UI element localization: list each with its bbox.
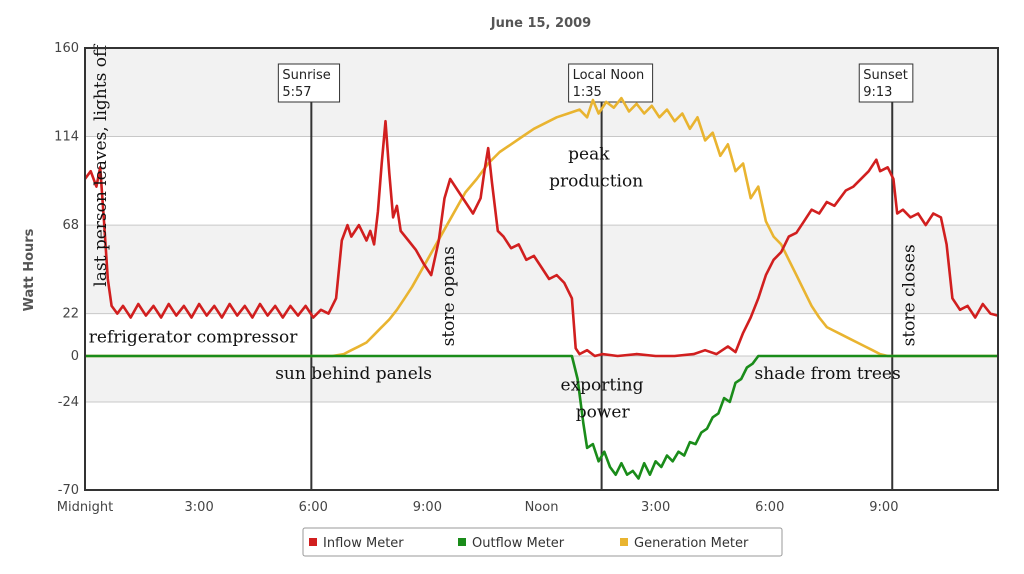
legend-box — [302, 527, 783, 557]
annotations: last person leaves, lights off refrigerat… — [89, 43, 920, 422]
annotation: production — [549, 172, 643, 192]
annotation: exporting — [561, 375, 644, 395]
y-tick-label: -24 — [58, 395, 79, 410]
legend-swatch — [620, 538, 628, 546]
marker-time: 5:57 — [282, 85, 311, 100]
y-tick-label: 68 — [62, 218, 79, 233]
plot-band — [85, 136, 998, 226]
annotation: last person leaves, lights off — [91, 43, 111, 287]
marker-time: 1:35 — [573, 85, 602, 100]
annotation: peak — [568, 145, 610, 165]
legend-label: Inflow Meter — [323, 536, 404, 551]
marker-label: Sunset — [863, 68, 908, 83]
x-tick-label: 6:00 — [299, 500, 328, 515]
series-line — [83, 119, 999, 358]
marker-box — [277, 63, 341, 103]
annotation: shade from trees — [755, 364, 901, 384]
x-tick-label: 9:00 — [413, 500, 442, 515]
plot-frame — [84, 47, 999, 491]
legend-swatch — [309, 538, 317, 546]
y-tick-label: 22 — [62, 307, 79, 322]
marker-box — [568, 63, 654, 103]
marker-time: 9:13 — [863, 85, 892, 100]
y-tick-label: -70 — [58, 483, 79, 498]
legend: Inflow Meter Outflow Meter Generation Mete… — [302, 527, 783, 557]
y-tick-label: 160 — [54, 41, 79, 56]
annotation: power — [576, 402, 631, 422]
y-axis-ticks: 160 114 68 22 0 -24 -70 — [54, 41, 79, 498]
x-tick-label: Midnight — [57, 500, 114, 515]
x-tick-label: 6:00 — [755, 500, 784, 515]
series-line — [85, 96, 998, 358]
x-tick-label: Noon — [525, 500, 559, 515]
series-lines — [83, 96, 999, 480]
plot-bands — [85, 48, 998, 490]
annotation: refrigerator compressor — [89, 328, 298, 348]
x-axis-ticks: Midnight 3:00 6:00 9:00 Noon 3:00 6:00 9:00 — [57, 500, 899, 515]
marker-label: Local Noon — [573, 68, 645, 83]
annotation: store closes — [899, 244, 919, 346]
plot-band — [85, 48, 998, 137]
marker-label: Sunrise — [282, 68, 330, 83]
x-tick-label: 9:00 — [869, 500, 898, 515]
plot-band — [85, 401, 998, 490]
x-tick-label: 3:00 — [185, 500, 214, 515]
time-markers: Sunrise 5:57 Local Noon 1:35 Sunset 9:13 — [277, 63, 914, 490]
plot-band — [85, 356, 998, 402]
plot-band — [85, 313, 998, 356]
legend-label: Outflow Meter — [472, 536, 565, 551]
legend-swatch — [458, 538, 466, 546]
legend-label: Generation Meter — [634, 536, 749, 551]
series-line — [85, 354, 998, 480]
annotation: store opens — [439, 246, 459, 346]
chart-title: June 15, 2009 — [490, 16, 591, 31]
x-tick-label: 3:00 — [641, 500, 670, 515]
y-tick-label: 114 — [54, 130, 79, 145]
y-tick-label: 0 — [71, 349, 79, 364]
marker-box — [858, 63, 914, 103]
annotation: sun behind panels — [275, 364, 432, 384]
y-axis-label: Watt Hours — [22, 228, 37, 311]
